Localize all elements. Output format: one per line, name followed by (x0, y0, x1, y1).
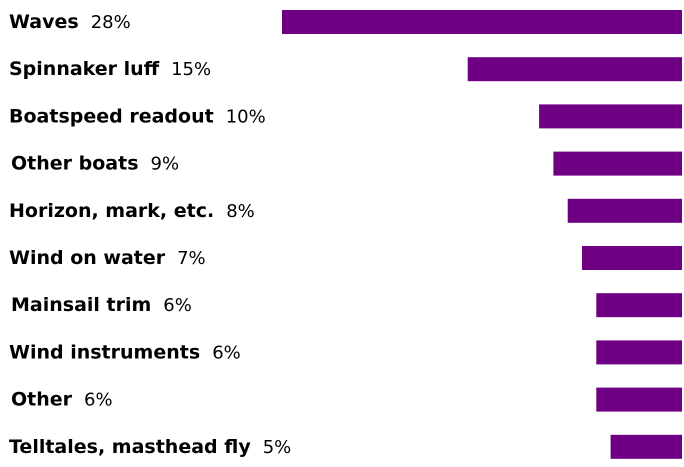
bar (610, 434, 682, 459)
value-label: 6% (163, 295, 192, 316)
value-label: 8% (226, 201, 255, 222)
value-label: 15% (171, 59, 211, 80)
category-label: Horizon, mark, etc. (9, 200, 214, 222)
bar (567, 198, 682, 223)
category-label: Waves (9, 11, 79, 33)
category-label: Other boats (11, 153, 139, 175)
bar (539, 104, 682, 129)
category-label: Wind on water (9, 247, 166, 269)
category-label: Mainsail trim (11, 294, 151, 316)
value-label: 10% (226, 106, 266, 127)
category-label: Telltales, masthead fly (9, 436, 251, 458)
bar (596, 340, 682, 365)
category-label: Other (11, 389, 73, 411)
category-label: Wind instruments (9, 341, 200, 363)
value-label: 9% (151, 154, 180, 175)
value-label: 7% (177, 248, 206, 269)
value-label: 5% (263, 437, 292, 458)
bar (582, 246, 682, 270)
bar (553, 151, 682, 176)
category-label: Boatspeed readout (9, 105, 214, 127)
bar (282, 10, 682, 34)
bar (467, 57, 682, 82)
value-label: 6% (212, 342, 241, 363)
value-label: 28% (91, 12, 131, 33)
value-label: 6% (84, 390, 113, 411)
bar (596, 293, 682, 318)
bar (596, 387, 682, 412)
category-label: Spinnaker luff (9, 58, 160, 80)
